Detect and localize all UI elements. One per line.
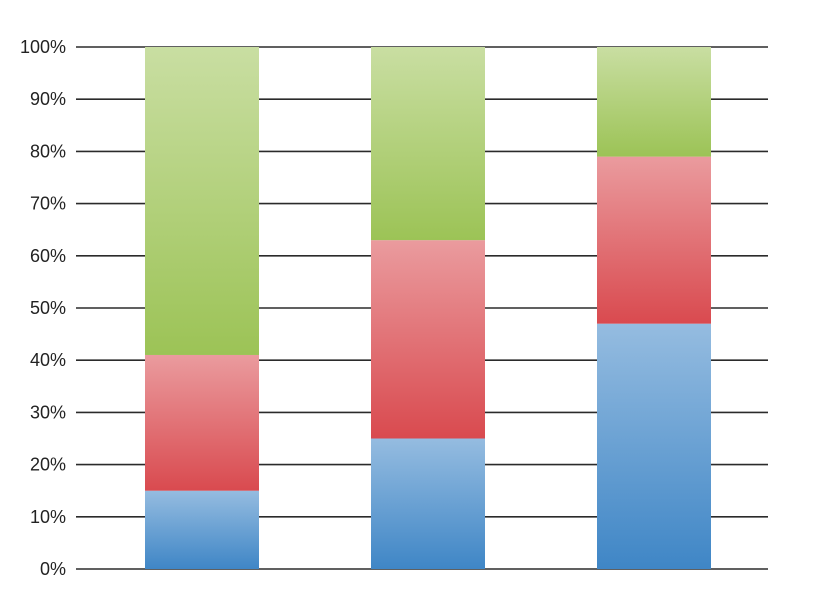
y-tick-label: 60% bbox=[30, 246, 66, 266]
y-tick-label: 90% bbox=[30, 89, 66, 109]
bar-segment bbox=[371, 240, 485, 439]
bar-stacks bbox=[145, 47, 711, 569]
bar-segment bbox=[145, 490, 259, 569]
bar-segment bbox=[597, 156, 711, 324]
y-tick-label: 70% bbox=[30, 194, 66, 214]
y-tick-label: 10% bbox=[30, 507, 66, 527]
bar-segment bbox=[145, 354, 259, 491]
y-tick-label: 80% bbox=[30, 141, 66, 161]
y-tick-label: 50% bbox=[30, 298, 66, 318]
bar-segment bbox=[597, 47, 711, 157]
y-tick-label: 40% bbox=[30, 350, 66, 370]
bar-segment bbox=[145, 47, 259, 355]
y-tick-label: 0% bbox=[40, 559, 66, 579]
bar-stack bbox=[371, 47, 485, 569]
bar-segment bbox=[371, 47, 485, 241]
y-tick-label: 100% bbox=[20, 37, 66, 57]
y-axis-tick-labels: 0% 10% 20% 30% 40% 50% 60% 70% 80% 90% 100% bbox=[20, 37, 66, 579]
bar-segment bbox=[597, 323, 711, 569]
y-tick-label: 30% bbox=[30, 402, 66, 422]
bar-segment bbox=[371, 438, 485, 569]
y-tick-label: 20% bbox=[30, 455, 66, 475]
bar-stack bbox=[597, 47, 711, 569]
bar-stack bbox=[145, 47, 259, 569]
